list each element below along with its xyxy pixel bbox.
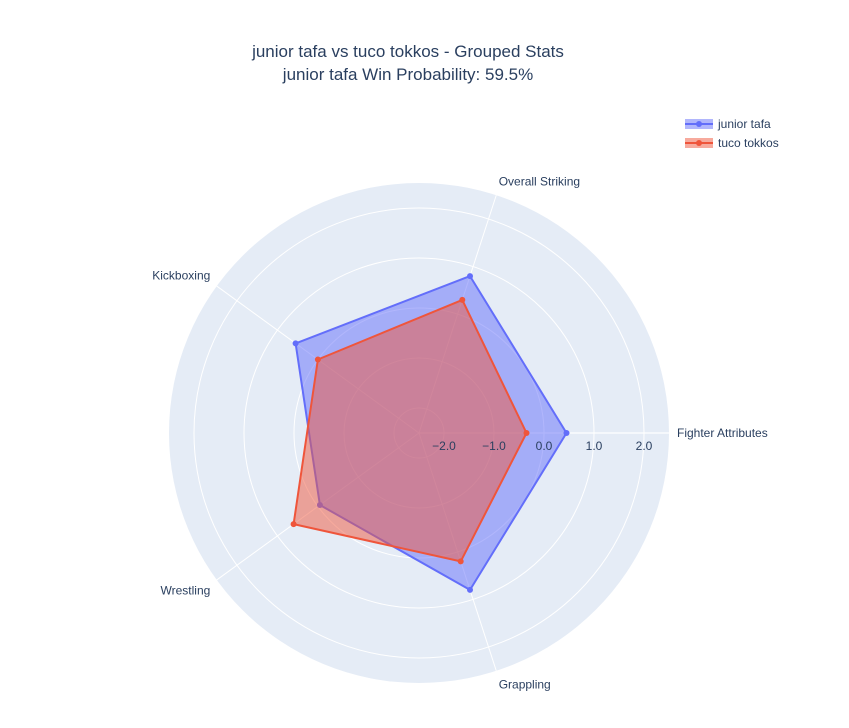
category-label-wrestling: Wrestling bbox=[161, 584, 211, 598]
series-area-tuco-tokkos bbox=[292, 298, 528, 563]
radial-tick-label-0: −2.0 bbox=[432, 439, 456, 453]
category-label-grappling: Grappling bbox=[499, 677, 551, 691]
legend-label-junior-tafa: junior tafa bbox=[718, 116, 771, 131]
legend-swatch-tuco-tokkos bbox=[685, 137, 713, 148]
legend-item-junior-tafa[interactable]: junior tafa bbox=[684, 114, 779, 133]
data-point-junior-tafa-kickboxing bbox=[292, 340, 299, 347]
data-point-junior-tafa-fighter-attributes bbox=[563, 430, 570, 436]
legend-swatch-junior-tafa bbox=[685, 118, 713, 129]
legend-label-tuco-tokkos: tuco tokkos bbox=[718, 135, 779, 150]
legend-item-tuco-tokkos[interactable]: tuco tokkos bbox=[684, 133, 779, 152]
data-point-junior-tafa-overall-striking bbox=[467, 273, 473, 280]
radial-tick-label-1: −1.0 bbox=[482, 439, 506, 453]
data-point-tuco-tokkos-overall-striking bbox=[459, 296, 466, 303]
data-point-junior-tafa-grappling bbox=[467, 586, 473, 593]
category-label-kickboxing: Kickboxing bbox=[152, 268, 210, 282]
chart-title-line-1: junior tafa vs tuco tokkos - Grouped Sta… bbox=[252, 42, 564, 61]
data-point-tuco-tokkos-grappling bbox=[457, 558, 464, 565]
data-point-tuco-tokkos-fighter-attributes bbox=[523, 430, 530, 436]
radial-tick-label-4: 2.0 bbox=[636, 439, 653, 453]
radial-tick-label-3: 1.0 bbox=[586, 439, 603, 453]
chart-title-line-2: junior tafa Win Probability: 59.5% bbox=[282, 65, 534, 84]
radial-tick-label-2: 0.0 bbox=[536, 439, 553, 453]
category-label-fighter-attributes: Fighter Attributes bbox=[677, 426, 768, 440]
legend: junior tafa tuco tokkos bbox=[684, 114, 779, 152]
data-point-tuco-tokkos-wrestling bbox=[290, 521, 297, 528]
data-point-tuco-tokkos-kickboxing bbox=[314, 356, 321, 363]
category-label-overall-striking: Overall Striking bbox=[499, 175, 580, 189]
